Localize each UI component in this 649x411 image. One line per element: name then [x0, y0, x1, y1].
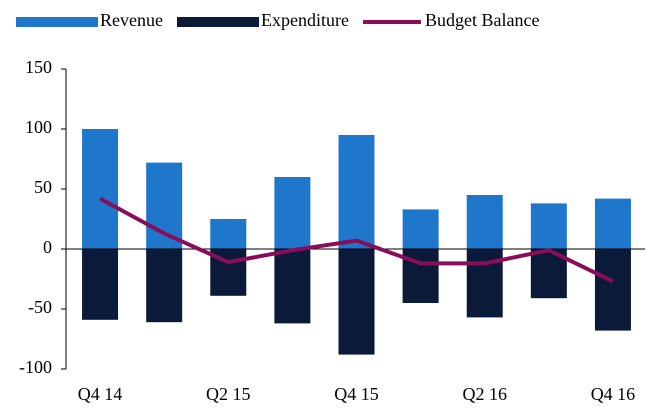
legend-swatch	[16, 17, 98, 27]
x-tick-label: Q2 15	[206, 384, 251, 404]
y-tick-label: 150	[25, 57, 52, 77]
x-tick-label: Q2 16	[462, 384, 507, 404]
y-tick-label: 50	[34, 177, 52, 197]
legend-label: Expenditure	[261, 10, 349, 30]
bar	[338, 135, 375, 249]
bar	[594, 249, 631, 331]
x-tick-label: Q4 14	[78, 384, 123, 404]
y-tick-label: 100	[25, 117, 52, 137]
bar	[146, 249, 183, 323]
bar	[82, 129, 119, 249]
y-tick-label: -50	[28, 297, 52, 317]
bar	[338, 249, 375, 355]
y-tick-label: 0	[43, 237, 52, 257]
bar	[274, 177, 311, 249]
x-tick-label: Q4 16	[591, 384, 636, 404]
legend-label: Revenue	[100, 10, 163, 30]
bar	[402, 209, 439, 249]
x-tick-label: Q4 15	[334, 384, 379, 404]
bar	[146, 162, 183, 249]
line	[99, 196, 614, 284]
bar	[210, 219, 247, 249]
bar	[466, 195, 503, 249]
legend-label: Budget Balance	[425, 10, 539, 30]
bar	[594, 198, 631, 249]
y-tick-label: -100	[19, 357, 52, 377]
bar	[530, 203, 567, 249]
bar	[82, 249, 119, 320]
bar	[274, 249, 311, 324]
legend-swatch	[176, 17, 259, 27]
